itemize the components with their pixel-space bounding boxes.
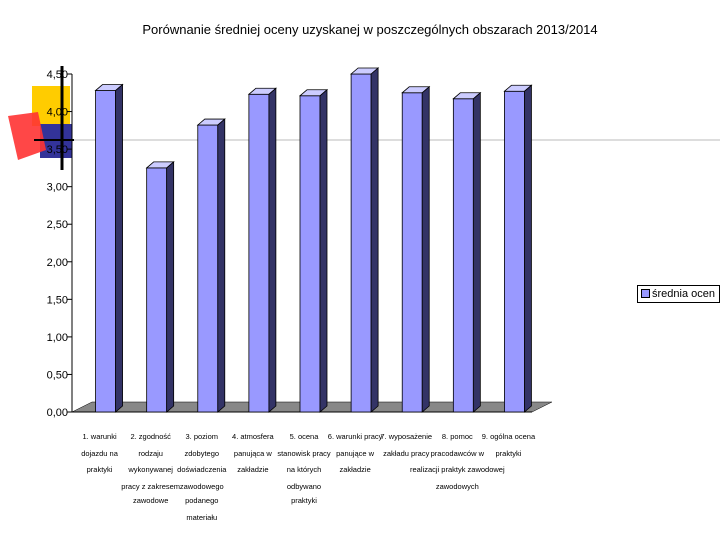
x-tick-label: 6. warunki pracy <box>328 432 383 441</box>
x-tick-label: rodzaju <box>138 449 163 458</box>
x-tick-label: wykonywanej <box>127 465 173 474</box>
y-tick-label: 1,50 <box>47 294 68 306</box>
bar <box>452 91 482 413</box>
legend-label: średnia ocen <box>652 288 715 300</box>
y-tick-label: 2,50 <box>47 219 68 231</box>
bar <box>145 161 175 413</box>
bar <box>350 67 380 413</box>
x-tick-label: doświadczenia <box>177 465 227 474</box>
x-tick-label: pracy z zakresem <box>121 482 180 491</box>
x-tick-label: 4. atmosfera <box>232 432 275 441</box>
x-tick-label: 9. ogólna ocena <box>482 432 536 441</box>
y-tick-label: 1,00 <box>47 332 68 344</box>
x-tick-label: podanego <box>185 496 218 505</box>
bar <box>503 84 533 413</box>
x-tick-label: panujące w <box>336 449 375 458</box>
bar-side <box>217 118 226 413</box>
bar-side <box>370 67 379 413</box>
x-tick-label: zakładu pracy <box>383 449 430 458</box>
x-tick-label: panująca w <box>234 449 273 458</box>
bar-front <box>248 93 270 413</box>
y-tick-label: 3,00 <box>47 182 68 194</box>
x-tick-label: zdobytego <box>184 449 219 458</box>
x-tick-label: zakładzie <box>339 465 370 474</box>
x-tick-label: praktyki <box>87 465 113 474</box>
bar-front <box>197 124 219 413</box>
y-tick-label: 0,50 <box>47 369 68 381</box>
bar-front <box>146 167 168 413</box>
bar-front <box>401 92 423 413</box>
x-tick-label: odbywano <box>287 482 321 491</box>
bar-side <box>472 91 481 413</box>
x-tick-label: 1. warunki <box>82 432 117 441</box>
chart-title: Porównanie średniej oceny uzyskanej w po… <box>142 22 598 37</box>
x-tick-label: zawodowe <box>133 496 168 505</box>
bar-side <box>166 161 175 413</box>
x-tick-label: zawodowego <box>180 482 224 491</box>
bar <box>401 85 431 413</box>
x-tick-label: praktyki <box>496 449 522 458</box>
x-tick-label: zakładzie <box>237 465 268 474</box>
x-tick-label: 3. poziom <box>186 432 219 441</box>
y-tick-label: 2,00 <box>47 257 68 269</box>
x-tick-label: pracodawców w <box>431 449 485 458</box>
bar-side <box>268 87 277 413</box>
x-tick-label: praktyki <box>291 496 317 505</box>
x-tick-label: 8. pomoc <box>442 432 473 441</box>
bar <box>196 118 226 413</box>
x-tick-label: materiału <box>186 513 217 522</box>
bar-front <box>299 95 321 413</box>
bar-front <box>350 73 372 413</box>
x-tick-label: 5. ocena <box>290 432 320 441</box>
x-tick-label: na których <box>287 465 322 474</box>
x-tick-label: dojazdu na <box>81 449 119 458</box>
y-tick-label: 4,50 <box>47 69 68 81</box>
x-tick-label: realizacji praktyk zawodowej <box>410 465 505 474</box>
decor-red-shape <box>8 112 46 160</box>
y-tick-label: 4,00 <box>47 107 68 119</box>
bar-front <box>452 98 474 413</box>
legend: średnia ocen <box>637 285 720 303</box>
x-tick-label: zawodowych <box>436 482 479 491</box>
bar-side <box>115 83 123 413</box>
bar <box>298 88 329 413</box>
bar <box>94 83 124 413</box>
bar-side <box>524 84 532 413</box>
x-tick-label: 7. wyposażenie <box>380 432 432 441</box>
bar-side <box>319 88 328 413</box>
legend-swatch <box>641 289 650 298</box>
bar-front <box>95 90 116 413</box>
bar-side <box>421 85 430 413</box>
bar-front <box>504 90 525 413</box>
y-tick-label: 3,50 <box>47 144 68 156</box>
x-tick-label: 2. zgodność <box>130 432 171 441</box>
bar <box>247 87 277 413</box>
y-tick-label: 0,00 <box>47 407 68 419</box>
x-tick-label: stanowisk pracy <box>277 449 331 458</box>
